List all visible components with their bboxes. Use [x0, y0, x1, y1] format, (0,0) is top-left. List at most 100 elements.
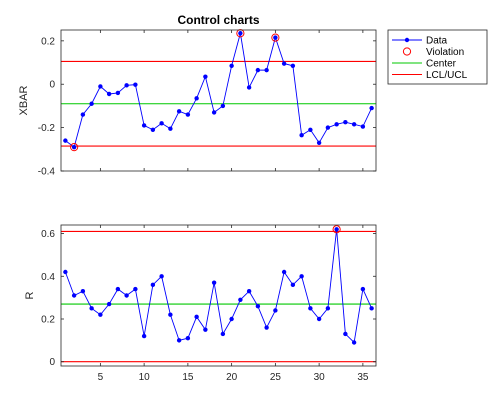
- xbar-data-point: [273, 35, 278, 40]
- xbar-violation-marker: [271, 33, 280, 42]
- xbar-data-point: [115, 90, 121, 96]
- xbar-data-point: [106, 91, 112, 97]
- r-data-point: [325, 306, 331, 311]
- r-data-point: [168, 312, 173, 317]
- xbar-data-point: [211, 110, 217, 115]
- r-limit-lines: [61, 230, 376, 363]
- xbar-data-point: [308, 127, 313, 132]
- r-data-point: [238, 297, 243, 302]
- r-data-point: [194, 314, 199, 320]
- r-data-point: [211, 280, 217, 285]
- r-data-point: [229, 316, 234, 322]
- xbar-y-tick-label: 0.2: [41, 36, 55, 47]
- legend-item-violation: Violation: [402, 47, 464, 58]
- xbar-data-series: [63, 31, 374, 150]
- xbar-data-point: [185, 112, 191, 117]
- r-data-point: [63, 269, 68, 275]
- xbar-data-point: [80, 112, 86, 117]
- legend-label: Violation: [426, 47, 464, 58]
- r-data-point: [264, 325, 269, 330]
- xbar-violation-marker: [70, 143, 79, 152]
- r-violation-marker: [332, 225, 341, 234]
- r-data-point: [281, 269, 287, 275]
- r-violation-markers: [332, 225, 341, 234]
- r-x-ticks: 5 10 15 20 25 30 35: [98, 225, 369, 383]
- r-data-point: [246, 289, 252, 294]
- xbar-y-axis-label: XBAR: [18, 85, 30, 115]
- xbar-y-ticks: -0.4 -0.2 0 0.2: [38, 36, 376, 178]
- r-data-point: [351, 340, 357, 345]
- xbar-data-point: [369, 105, 374, 111]
- xbar-plot-area: [61, 30, 376, 171]
- r-y-axis-label: R: [24, 291, 36, 299]
- r-x-tick-label: 15: [182, 372, 194, 383]
- chart-title: Control charts: [177, 13, 259, 27]
- xbar-data-point: [203, 74, 208, 79]
- r-x-tick-label: 20: [226, 372, 238, 383]
- xbar-data-point: [281, 61, 287, 66]
- xbar-data-point: [264, 67, 269, 73]
- xbar-data-point: [159, 121, 164, 126]
- r-data-point: [203, 327, 208, 332]
- xbar-data-point: [343, 119, 348, 125]
- xbar-y-tick-label: 0: [49, 80, 55, 91]
- r-data-point: [220, 331, 226, 337]
- legend-label: Center: [426, 59, 457, 70]
- xbar-data-point: [255, 67, 261, 73]
- r-data-point: [255, 303, 261, 309]
- r-data-point: [141, 333, 147, 339]
- xbar-data-point: [290, 63, 296, 68]
- xbar-data-point: [334, 122, 339, 127]
- xbar-axes-box: [60, 29, 377, 172]
- xbar-data-point: [150, 127, 156, 132]
- r-x-tick-label: 10: [139, 372, 151, 383]
- xbar-data-point: [194, 96, 199, 101]
- r-data-point: [360, 286, 366, 292]
- r-data-point: [369, 306, 374, 311]
- xbar-chart: -0.4 -0.2 0 0.2 Control charts XBAR: [18, 13, 377, 178]
- r-y-ticks: 0 0.2 0.4 0.6: [41, 229, 376, 368]
- xbar-data-point: [63, 138, 68, 143]
- xbar-data-point: [220, 103, 226, 109]
- legend-label: LCL/UCL: [426, 70, 468, 81]
- r-data-point: [159, 274, 164, 279]
- r-data-line: [64, 229, 373, 344]
- xbar-data-point: [316, 140, 322, 145]
- legend-data-marker: [404, 37, 410, 43]
- r-y-tick-label: 0.6: [41, 229, 55, 240]
- legend-violation-marker: [402, 47, 412, 56]
- xbar-data-point: [325, 125, 331, 130]
- legend-item-limits: LCL/UCL: [392, 70, 468, 81]
- r-plot-area: [61, 225, 376, 366]
- r-y-tick-label: 0.2: [41, 315, 55, 326]
- xbar-data-point: [176, 109, 182, 114]
- xbar-data-point: [141, 123, 147, 128]
- r-data-point: [185, 336, 191, 341]
- legend-label: Data: [426, 36, 448, 47]
- r-data-point: [176, 338, 182, 343]
- r-data-point: [316, 316, 322, 322]
- r-data-point: [343, 331, 348, 337]
- r-data-point: [150, 282, 156, 288]
- legend-item-data: Data: [392, 36, 448, 47]
- r-y-tick-label: 0: [49, 357, 55, 368]
- r-x-tick-label: 5: [98, 372, 104, 383]
- r-data-point: [98, 312, 103, 317]
- xbar-data-point: [246, 85, 252, 90]
- r-data-point: [124, 293, 129, 298]
- xbar-data-point: [71, 144, 77, 150]
- xbar-x-ticks: [99, 30, 364, 171]
- xbar-data-point: [89, 101, 94, 106]
- r-data-point: [290, 282, 296, 288]
- r-data-point: [273, 308, 278, 313]
- r-data-series: [63, 227, 374, 345]
- xbar-data-point: [238, 31, 243, 36]
- r-data-point: [133, 286, 138, 292]
- xbar-y-tick-label: -0.4: [38, 167, 56, 178]
- xbar-data-point: [351, 122, 357, 127]
- r-data-point: [106, 301, 112, 307]
- r-y-tick-label: 0.4: [41, 272, 55, 283]
- xbar-data-point: [360, 124, 366, 129]
